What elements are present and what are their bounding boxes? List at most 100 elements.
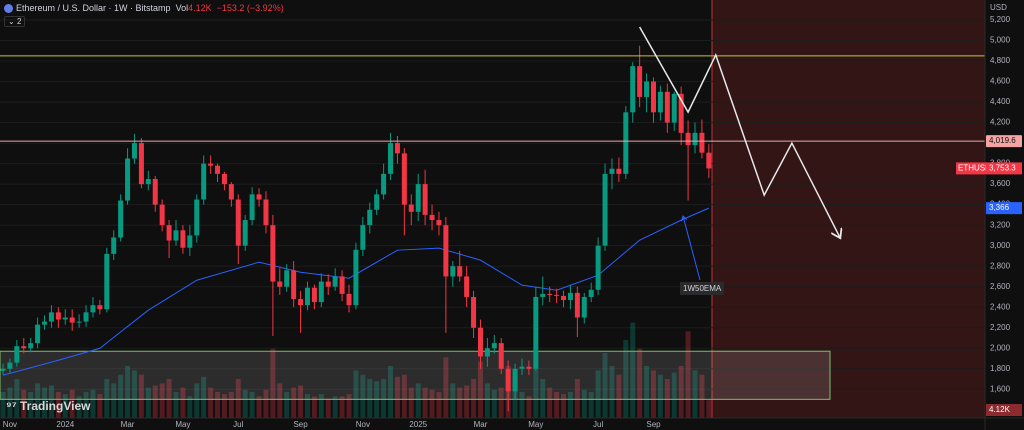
volume-bar <box>291 387 297 418</box>
x-tick-label: Sep <box>646 420 661 429</box>
candle-body <box>637 66 643 97</box>
candle-body <box>48 312 54 322</box>
candle-body <box>394 143 400 154</box>
volume-bar <box>581 389 587 418</box>
candle-body <box>318 281 324 303</box>
candle-body <box>574 292 580 318</box>
volume-bar <box>263 389 269 418</box>
candle-body <box>561 295 567 301</box>
candle-body <box>339 276 345 294</box>
candle-body <box>291 270 297 300</box>
candle-body <box>547 293 553 295</box>
candle-body <box>145 178 151 185</box>
candle-body <box>415 184 421 212</box>
volume-bar <box>215 392 221 418</box>
candle-body <box>138 143 144 185</box>
volume-bar <box>159 383 165 418</box>
ema-tag-label: 3,366 <box>989 203 1010 212</box>
candle-body <box>526 366 532 369</box>
candle-body <box>678 93 684 133</box>
candle-body <box>69 317 75 323</box>
volume-bar <box>235 379 241 418</box>
volume-bar <box>28 392 34 418</box>
candle-body <box>533 296 539 369</box>
volume-bar <box>491 389 497 418</box>
candle-body <box>7 362 13 369</box>
volume-bar <box>173 392 179 418</box>
candle-body <box>422 184 428 215</box>
candle-body <box>388 143 394 174</box>
y-tick-label: 2,800 <box>990 261 1011 270</box>
volume-bar <box>145 387 151 418</box>
volume-bar <box>637 348 643 418</box>
candle-body <box>464 276 470 297</box>
candle-body <box>443 225 449 277</box>
symbol-tag-label: ETHUSD <box>958 164 991 173</box>
volume-bar <box>201 376 207 418</box>
x-tick-label: Jul <box>233 420 243 429</box>
x-tick-label: May <box>175 420 190 429</box>
candle-body <box>152 178 158 205</box>
volume-bar <box>325 398 331 418</box>
volume-bar <box>498 387 504 418</box>
candle-body <box>187 235 193 248</box>
candle-body <box>692 132 698 146</box>
volume-bar <box>0 392 6 418</box>
volume-bar <box>35 383 41 418</box>
volume-bar <box>588 392 594 418</box>
volume-bar <box>650 370 656 418</box>
candle-body <box>609 168 615 174</box>
y-tick-label: 1,600 <box>990 384 1011 393</box>
candle-body <box>249 194 255 221</box>
volume-bar <box>408 387 414 418</box>
candle-body <box>353 249 359 306</box>
candle-body <box>28 343 34 349</box>
y-tick-label: 5,000 <box>990 36 1011 45</box>
volume-bar <box>256 396 262 418</box>
x-tick-label: 2025 <box>409 420 427 429</box>
volume-bar <box>125 366 131 418</box>
candle-body <box>685 132 691 146</box>
candle-body <box>644 81 650 97</box>
volume-bar <box>152 385 158 418</box>
candle-body <box>457 266 463 277</box>
volume-bar <box>48 385 54 418</box>
ema-tag <box>986 202 1022 215</box>
indicator-count: 2 <box>16 17 22 26</box>
candle-body <box>256 194 262 200</box>
candle-body <box>367 209 373 226</box>
candle-body <box>588 289 594 297</box>
volume-bar <box>644 366 650 418</box>
volume-bar <box>166 379 172 418</box>
volume-bar <box>616 374 622 418</box>
indicator-toggle[interactable]: ⌄ 2 <box>4 16 26 27</box>
x-tick-label: Nov <box>356 420 370 429</box>
candle-body <box>83 312 89 322</box>
candle-body <box>21 346 27 349</box>
volume-bar <box>104 379 110 418</box>
volume-bar <box>519 392 525 418</box>
symbol-tag <box>956 162 986 175</box>
volume-bar <box>692 370 698 418</box>
volume-bar <box>595 370 601 418</box>
volume-bar <box>533 357 539 418</box>
volume-bar <box>83 392 89 418</box>
volume-bar <box>609 366 615 418</box>
candle-body <box>450 266 456 277</box>
volume-bar <box>228 392 234 418</box>
volume-tag-label: 4.12K <box>989 405 1011 414</box>
candle-body <box>111 237 117 254</box>
candle-body <box>311 287 317 303</box>
volume-bar <box>554 392 560 418</box>
y-tick-label: 2,200 <box>990 323 1011 332</box>
volume-bar <box>353 370 359 418</box>
candle-body <box>298 299 304 306</box>
candle-body <box>540 293 546 297</box>
x-tick-label: Mar <box>121 420 135 429</box>
candle-body <box>277 281 283 287</box>
y-tick-label: 4,400 <box>990 97 1011 106</box>
volume-bar <box>477 361 483 418</box>
volume-bar <box>14 379 20 418</box>
volume-bar <box>706 400 712 418</box>
